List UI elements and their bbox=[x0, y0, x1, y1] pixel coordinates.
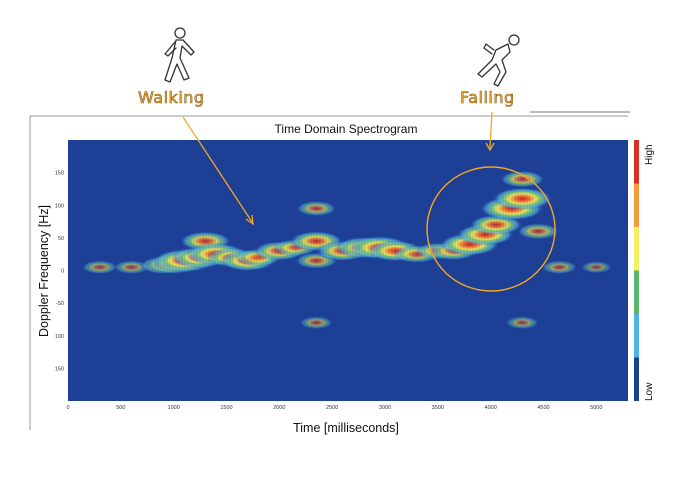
spectrogram-blob bbox=[492, 187, 553, 210]
falling-person-icon bbox=[477, 34, 520, 87]
walking-label: Walking bbox=[138, 88, 205, 108]
chart-title: Time Domain Spectrogram bbox=[275, 122, 418, 136]
spectrogram-blob bbox=[81, 260, 118, 275]
spectrogram-blob bbox=[299, 316, 333, 330]
spectrogram-blob bbox=[541, 260, 578, 275]
x-tick-label: 1000 bbox=[168, 405, 180, 411]
colorbar-segment bbox=[634, 183, 639, 227]
x-axis-label: Time [milliseconds] bbox=[293, 421, 399, 435]
x-tick-label: 2500 bbox=[326, 405, 338, 411]
y-axis-ticks: 150 100 50 0 -50 100 150 bbox=[55, 171, 64, 373]
colorbar bbox=[634, 140, 639, 401]
x-tick-label: 4000 bbox=[485, 405, 497, 411]
y-tick-label: -50 bbox=[56, 301, 64, 307]
x-tick-label: 3500 bbox=[432, 405, 444, 411]
x-tick-label: 500 bbox=[116, 405, 125, 411]
colorbar-segment bbox=[634, 357, 639, 401]
colorbar-segment bbox=[634, 140, 639, 184]
y-tick-label: 50 bbox=[58, 236, 64, 242]
y-tick-label: 100 bbox=[55, 334, 64, 340]
spectrogram-blob bbox=[296, 200, 337, 217]
y-axis-label: Doppler Frequency [Hz] bbox=[37, 205, 51, 337]
colorbar-low-label: Low bbox=[644, 382, 655, 401]
colorbar-segment bbox=[634, 314, 639, 358]
x-axis-ticks: 0 500 1000 1500 2000 2500 3000 3500 4000 4500 5000 bbox=[66, 405, 602, 411]
x-tick-label: 3000 bbox=[379, 405, 391, 411]
y-tick-label: 150 bbox=[55, 171, 64, 177]
walking-person-icon bbox=[164, 27, 195, 83]
colorbar-segment bbox=[634, 227, 639, 271]
y-tick-label: 0 bbox=[61, 269, 64, 275]
spectrogram-blob bbox=[500, 170, 545, 188]
falling-label: Falling bbox=[460, 88, 515, 108]
x-tick-label: 1500 bbox=[220, 405, 232, 411]
fall-highlight-circle bbox=[426, 166, 556, 292]
y-tick-label: 150 bbox=[55, 366, 64, 372]
spectrogram-blob bbox=[580, 261, 612, 274]
x-tick-label: 0 bbox=[66, 405, 69, 411]
colorbar-high-label: High bbox=[644, 144, 655, 165]
colorbar-segment bbox=[634, 270, 639, 314]
y-tick-label: 100 bbox=[55, 203, 64, 209]
x-tick-label: 2000 bbox=[273, 405, 285, 411]
spectrogram-blobs bbox=[68, 140, 627, 401]
spectrogram-blob bbox=[517, 223, 560, 240]
x-tick-label: 5000 bbox=[590, 405, 602, 411]
spectrogram-blob bbox=[505, 316, 539, 330]
x-tick-label: 4500 bbox=[537, 405, 549, 411]
